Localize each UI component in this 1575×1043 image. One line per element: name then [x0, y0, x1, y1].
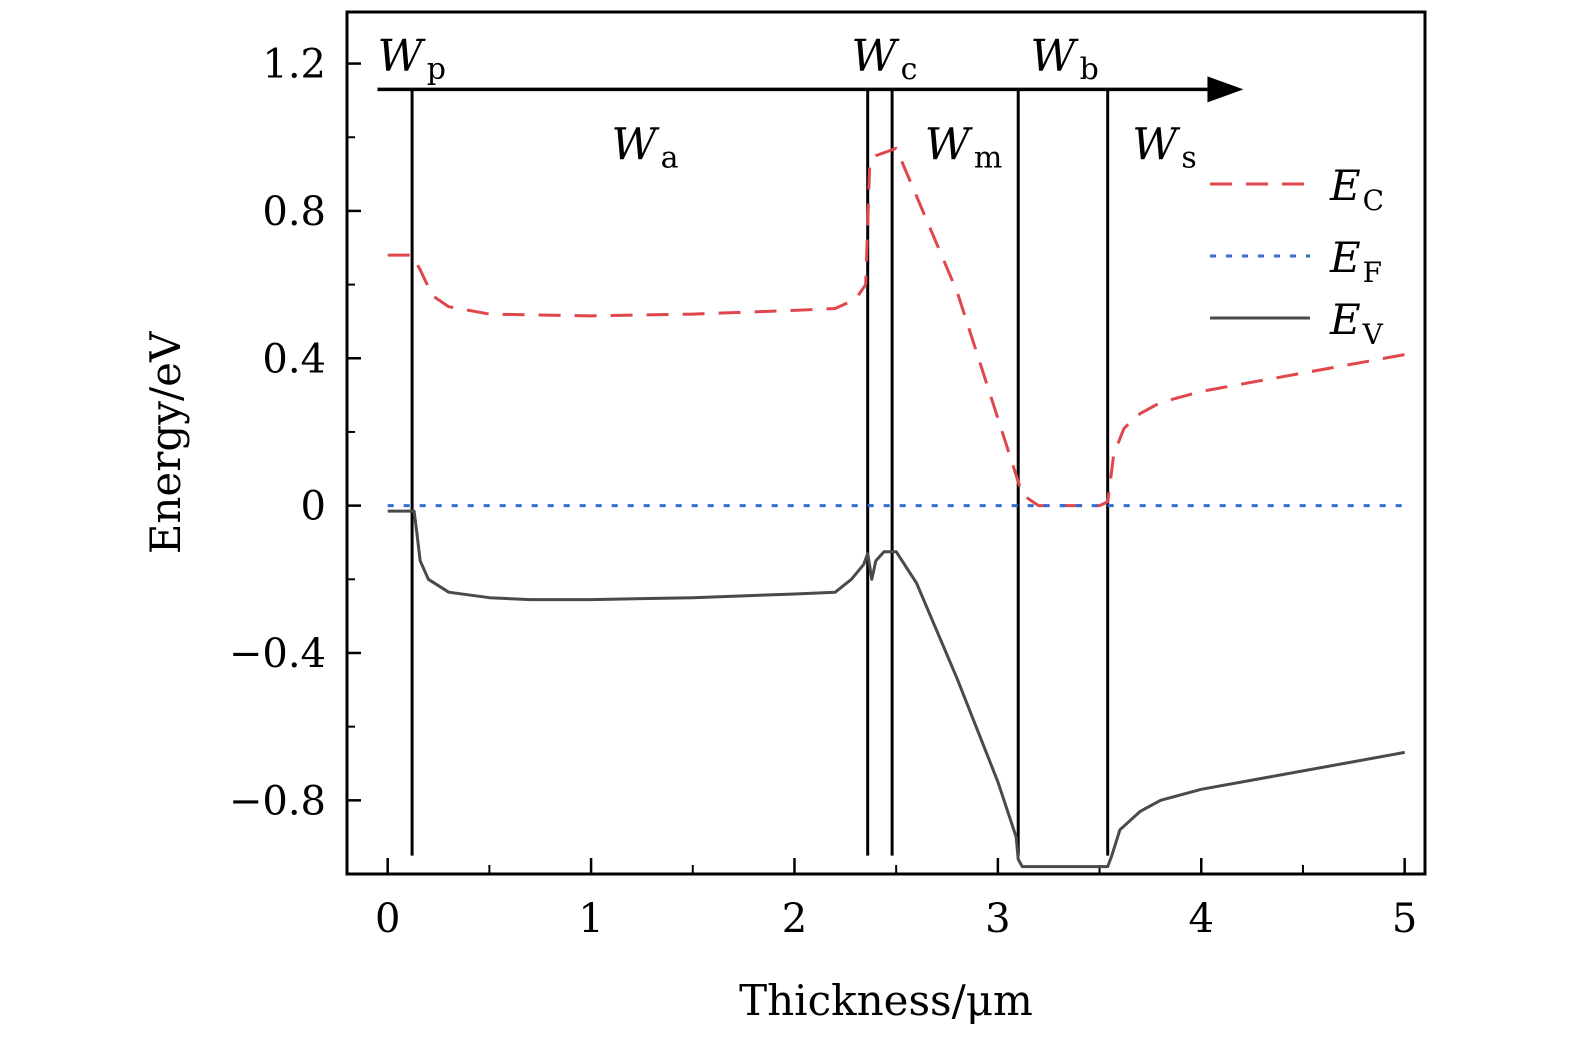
x-axis-title: Thickness/μm — [739, 976, 1033, 1025]
region-label-main: W — [1132, 120, 1181, 171]
legend-label-ev: EV — [1329, 295, 1384, 351]
plot-frame — [345, 10, 1427, 876]
y-tick-label: −0.4 — [229, 631, 326, 677]
x-tick-label: 1 — [578, 896, 603, 942]
x-tick-label: 5 — [1392, 896, 1417, 942]
band-series — [387, 146, 1405, 869]
region-label-sub: a — [661, 141, 679, 176]
axis-ticks — [347, 62, 1406, 874]
legend-label-ef: EF — [1329, 233, 1382, 289]
region-label-main: W — [925, 120, 974, 171]
region-label-sub: p — [427, 52, 446, 87]
region-label-main: W — [851, 31, 900, 82]
region-label-main: W — [611, 120, 660, 171]
region-boundaries — [410, 89, 1110, 856]
region-label-main: W — [1030, 31, 1079, 82]
valence-band-line — [387, 509, 1405, 869]
x-tick-label: 4 — [1189, 896, 1214, 942]
y-tick-label: 0 — [301, 484, 326, 530]
legend-label-sub: F — [1363, 256, 1382, 289]
arrow-head — [1207, 76, 1244, 103]
region-label-sub: c — [901, 52, 918, 87]
y-axis-title: Energy/eV — [141, 331, 190, 554]
legend-label-sub: V — [1362, 318, 1384, 351]
thickness-arrow — [377, 76, 1244, 103]
region-label-main: W — [378, 31, 427, 82]
region-label-sub: s — [1181, 141, 1196, 176]
legend-label-sub: C — [1363, 184, 1384, 217]
region-label-sub: b — [1080, 52, 1099, 87]
legend-label-main: E — [1329, 233, 1361, 282]
conduction-band-line — [387, 146, 1405, 508]
x-tick-label: 2 — [782, 896, 807, 942]
y-tick-label: 0.8 — [262, 189, 326, 235]
region-label-sub: m — [974, 141, 1002, 176]
x-tick-label: 0 — [375, 896, 400, 942]
legend-label-main: E — [1329, 295, 1361, 344]
y-tick-label: 0.4 — [262, 336, 326, 382]
legend-label-ec: EC — [1329, 161, 1384, 217]
y-tick-label: 1.2 — [262, 42, 326, 88]
x-tick-label: 3 — [985, 896, 1010, 942]
legend-label-main: E — [1329, 161, 1361, 210]
axis-tick-labels: 0 1 2 3 4 5 1.2 0.8 0.4 0 −0.4 −0.8 — [229, 42, 1418, 942]
y-tick-label: −0.8 — [229, 778, 326, 824]
